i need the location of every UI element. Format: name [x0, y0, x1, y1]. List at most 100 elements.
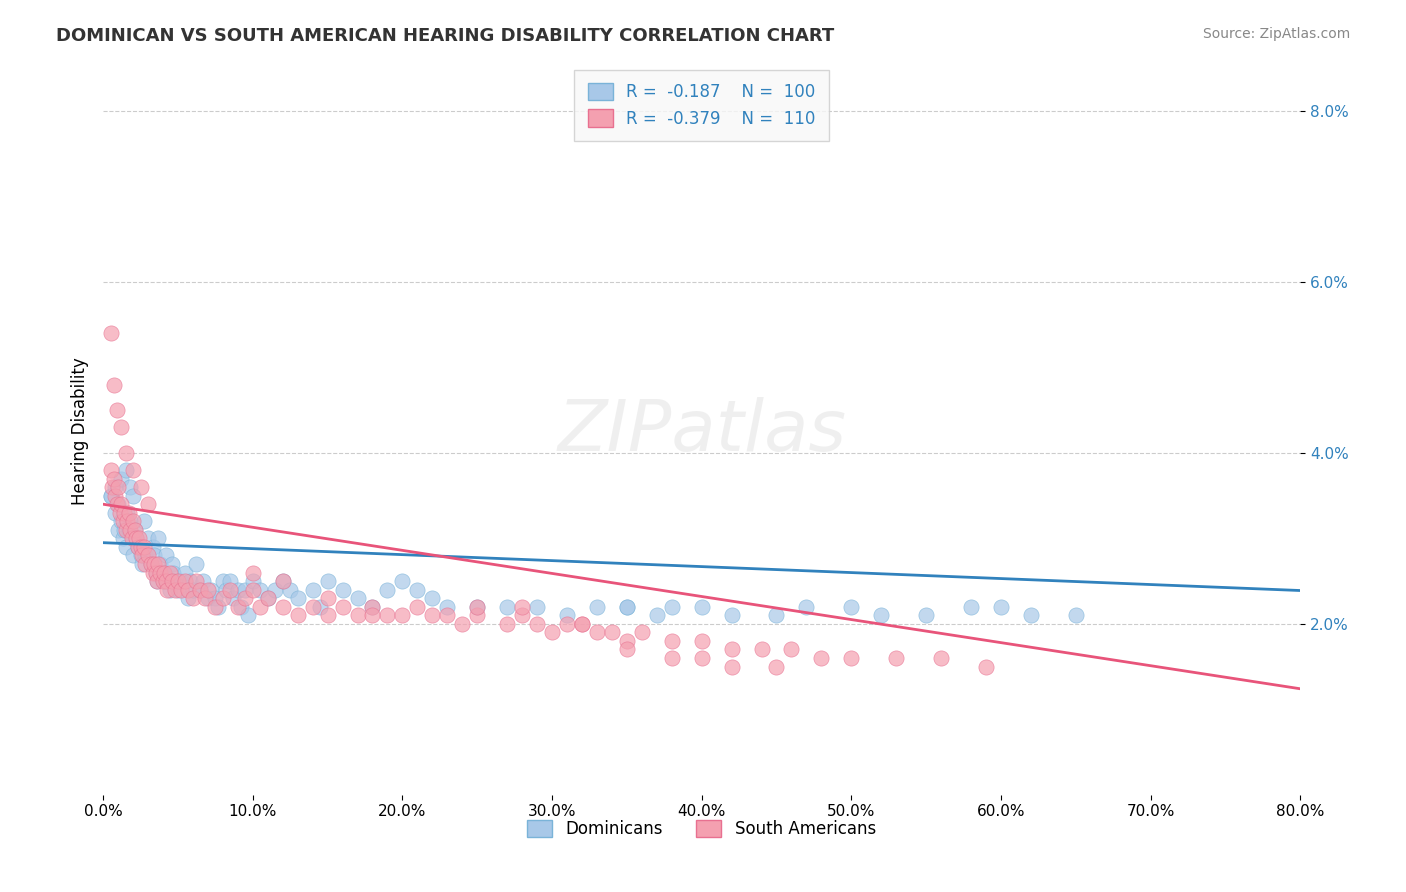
Point: [316, 574, 339, 588]
Point: [115, 506, 138, 520]
Point: [146, 574, 169, 588]
Point: [160, 557, 183, 571]
Point: [103, 377, 125, 392]
Point: [136, 549, 159, 563]
Point: [125, 532, 148, 546]
Point: [720, 659, 742, 673]
Point: [179, 574, 201, 588]
Point: [153, 566, 176, 580]
Point: [571, 616, 593, 631]
Point: [136, 497, 159, 511]
Point: [110, 514, 132, 528]
Point: [884, 651, 907, 665]
Point: [104, 506, 127, 520]
Point: [720, 608, 742, 623]
Point: [159, 582, 181, 597]
Point: [193, 574, 215, 588]
Point: [163, 574, 186, 588]
Point: [346, 591, 368, 606]
Point: [555, 608, 578, 623]
Point: [115, 514, 138, 528]
Point: [510, 608, 533, 623]
Point: [127, 540, 149, 554]
Point: [149, 566, 172, 580]
Point: [194, 591, 217, 606]
Point: [114, 540, 136, 554]
Point: [555, 616, 578, 631]
Point: [465, 599, 488, 614]
Point: [233, 591, 256, 606]
Point: [765, 659, 787, 673]
Point: [100, 489, 122, 503]
Point: [104, 489, 127, 503]
Point: [616, 599, 638, 614]
Point: [242, 566, 264, 580]
Point: [108, 506, 131, 520]
Point: [226, 599, 249, 614]
Point: [120, 514, 142, 528]
Point: [249, 599, 271, 614]
Point: [870, 608, 893, 623]
Point: [420, 591, 443, 606]
Point: [377, 608, 399, 623]
Point: [316, 591, 339, 606]
Point: [361, 599, 384, 614]
Point: [124, 523, 146, 537]
Point: [122, 489, 145, 503]
Point: [111, 532, 134, 546]
Point: [256, 591, 278, 606]
Point: [134, 557, 156, 571]
Point: [264, 582, 287, 597]
Point: [1064, 608, 1087, 623]
Point: [600, 625, 623, 640]
Point: [111, 514, 134, 528]
Point: [211, 574, 233, 588]
Point: [190, 582, 212, 597]
Point: [451, 616, 474, 631]
Point: [129, 549, 152, 563]
Point: [152, 574, 174, 588]
Point: [156, 582, 179, 597]
Point: [136, 532, 159, 546]
Point: [204, 591, 226, 606]
Point: [242, 582, 264, 597]
Point: [177, 591, 200, 606]
Point: [143, 557, 166, 571]
Point: [287, 591, 309, 606]
Point: [120, 480, 142, 494]
Point: [197, 591, 219, 606]
Point: [190, 582, 212, 597]
Point: [346, 608, 368, 623]
Point: [181, 591, 204, 606]
Point: [170, 574, 193, 588]
Point: [153, 566, 176, 580]
Point: [526, 599, 548, 614]
Point: [720, 642, 742, 657]
Point: [141, 566, 163, 580]
Point: [271, 574, 294, 588]
Point: [496, 599, 519, 614]
Point: [184, 557, 207, 571]
Point: [406, 582, 429, 597]
Point: [181, 582, 204, 597]
Point: [163, 582, 186, 597]
Point: [145, 566, 167, 580]
Point: [242, 574, 264, 588]
Point: [974, 659, 997, 673]
Point: [170, 582, 193, 597]
Point: [145, 566, 167, 580]
Point: [129, 540, 152, 554]
Point: [249, 582, 271, 597]
Point: [155, 549, 177, 563]
Point: [586, 625, 609, 640]
Point: [465, 608, 488, 623]
Point: [278, 582, 301, 597]
Point: [122, 549, 145, 563]
Point: [661, 599, 683, 614]
Point: [155, 574, 177, 588]
Point: [200, 582, 222, 597]
Point: [661, 651, 683, 665]
Legend: Dominicans, South Americans: Dominicans, South Americans: [520, 813, 883, 845]
Point: [406, 599, 429, 614]
Point: [1019, 608, 1042, 623]
